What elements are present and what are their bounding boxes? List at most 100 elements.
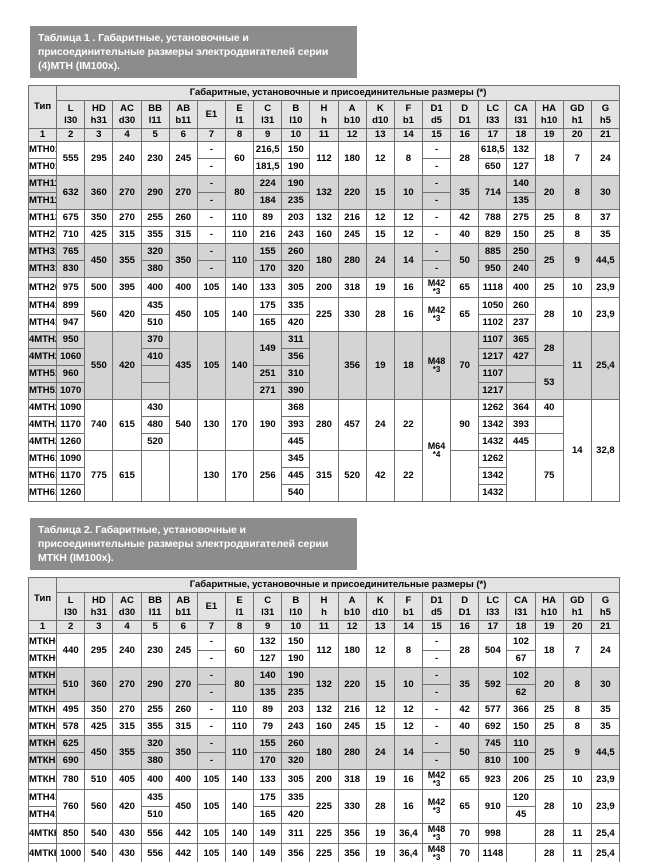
cell-ha: 28 (534, 789, 564, 824)
cell-e1: 105 (196, 331, 226, 400)
cell-g: 44,5 (590, 735, 621, 770)
cell-hd: 360 (84, 667, 114, 702)
cell-k: 12 (365, 701, 395, 719)
cell-e: 60 (224, 633, 255, 668)
cell-b: 320 (281, 260, 311, 278)
cell-c: 149 (253, 823, 283, 844)
cell-b: 445 (281, 467, 311, 485)
cell-d1: - (421, 158, 452, 176)
cell-a: 216 (337, 209, 367, 227)
cell-d (450, 450, 480, 502)
cell-bb: 355 (140, 226, 170, 244)
cell-h: 225 (309, 843, 339, 862)
cell-bb: 556 (140, 823, 170, 844)
cell-ac: 355 (112, 735, 142, 770)
cell-lc: 998 (478, 823, 508, 844)
cell-ca: 127 (506, 158, 536, 176)
col-number-19: 19 (534, 128, 564, 142)
cell-c: 135 (253, 684, 283, 702)
table-row: МТН011-6555295240230245-60216,5150112180… (27, 141, 621, 176)
cell-ab: 540 (168, 399, 198, 451)
cell-f: 36,4 (393, 843, 423, 862)
col-header-ha: HA h10 (534, 592, 564, 621)
cell-ca (506, 843, 536, 862)
cell-gd: 10 (562, 277, 592, 298)
cell-d: 40 (450, 718, 480, 736)
col-header-ha: HA h10 (534, 100, 564, 129)
row-type-label: МТН111-6 (27, 175, 58, 193)
cell-lc: 885 (478, 243, 508, 261)
col-header-lc: LC l33 (478, 592, 508, 621)
cell-g: 32,8 (590, 399, 621, 502)
cell-ac: 240 (112, 141, 142, 176)
cell-b: 356 (281, 348, 311, 366)
cell-l: 780 (56, 769, 86, 790)
cell-b: 345 (281, 450, 311, 468)
cell-g: 23,9 (590, 297, 621, 332)
cell-f: 8 (393, 141, 423, 176)
cell-e1: 105 (196, 843, 226, 862)
col-header-ab: AB b11 (168, 100, 198, 129)
cell-hd: 775 (84, 450, 114, 502)
cell-ca: 365 (506, 331, 536, 349)
cell-d1: - (421, 633, 452, 651)
cell-bb: 320 (140, 735, 170, 753)
cell-lc: 592 (478, 667, 508, 702)
cell-bb: 400 (140, 769, 170, 790)
table1-body: МТН011-6555295240230245-60216,5150112180… (27, 141, 621, 502)
col-number-5: 5 (140, 128, 170, 142)
cell-e: 140 (224, 297, 255, 332)
cell-k: 28 (365, 789, 395, 824)
cell-ha: 28 (534, 297, 564, 332)
cell-ac: 420 (112, 789, 142, 824)
col-number-20: 20 (562, 620, 592, 634)
cell-ab: 400 (168, 769, 198, 790)
cell-c: 155 (253, 243, 283, 261)
table-row: МТН4117605604204354501051401753352253302… (27, 789, 621, 824)
cell-k: 24 (365, 735, 395, 770)
cell-bb: 370 (140, 331, 170, 349)
cell-ab: 350 (168, 735, 198, 770)
row-type-label: МТКН132** (27, 701, 58, 719)
cell-hd: 295 (84, 141, 114, 176)
cell-l: 1000 (56, 843, 86, 862)
cell-a: 457 (337, 399, 367, 451)
col-number-16: 16 (450, 620, 480, 634)
cell-ac: 420 (112, 331, 142, 400)
row-type-label: МТН312 (27, 260, 58, 278)
cell-b: 190 (281, 667, 311, 685)
cell-ha: 25 (534, 226, 564, 244)
cell-c: 175 (253, 297, 283, 315)
table-row: МТКН311625450355320350-11015526018028024… (27, 735, 621, 770)
cell-h: 200 (309, 277, 339, 298)
cell-c: 140 (253, 667, 283, 685)
row-type-label: МТН511 (27, 365, 58, 383)
cell-k: 15 (365, 175, 395, 210)
cell-k: 19 (365, 843, 395, 862)
cell-lc: 650 (478, 158, 508, 176)
cell-d: 65 (450, 789, 480, 824)
col-number-12: 12 (337, 128, 367, 142)
col-number-19: 19 (534, 620, 564, 634)
cell-ab: 450 (168, 789, 198, 824)
cell-e1: - (196, 175, 226, 193)
cell-g: 30 (590, 175, 621, 210)
col-header-hd: HD h31 (84, 100, 114, 129)
cell-h: 315 (309, 450, 339, 502)
cell-ha (534, 416, 564, 434)
cell-k: 15 (365, 667, 395, 702)
cell-ha: 25 (534, 718, 564, 736)
cell-d1: - (421, 752, 452, 770)
cell-gd: 9 (562, 735, 592, 770)
cell-h: 132 (309, 175, 339, 210)
cell-c: 149 (253, 843, 283, 862)
cell-d: 70 (450, 823, 480, 844)
cell-ca: 250 (506, 243, 536, 261)
cell-ha: 18 (534, 141, 564, 176)
col-number-21: 21 (590, 620, 621, 634)
row-type-label: МТКН111-6 (27, 667, 58, 685)
